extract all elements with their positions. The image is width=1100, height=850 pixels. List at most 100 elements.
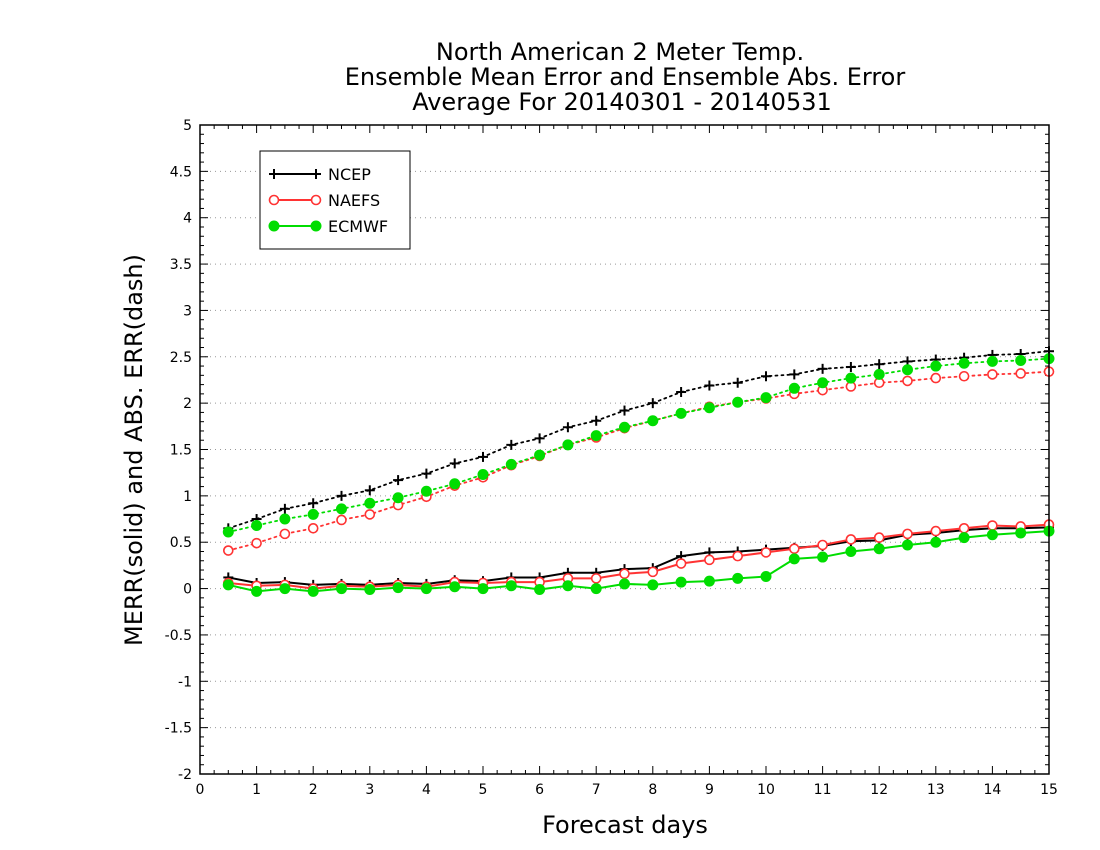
abs-err-point-ecmwf (477, 469, 489, 481)
abs-err-point-ncep (761, 371, 771, 382)
abs-err-point-ncep (421, 468, 432, 479)
merr-point-naefs (590, 573, 602, 584)
abs-err-point-ecmwf (562, 439, 574, 451)
x-tick-label: 11 (814, 782, 832, 798)
merr-line-ncep (228, 526, 1050, 586)
x-axis-label: Forecast days (542, 811, 708, 839)
abs-err-point-naefs (223, 545, 234, 556)
x-tick-label: 6 (535, 782, 544, 798)
y-tick-label: 1 (183, 489, 192, 505)
merr-point-ecmwf (534, 583, 546, 595)
x-tick-label: 4 (422, 782, 431, 798)
abs-err-point-naefs (1015, 368, 1027, 379)
abs-err-point-ecmwf (449, 478, 461, 490)
legend-label-ecmwf: ECMWF (328, 217, 388, 236)
abs-err-point-ncep (845, 361, 856, 372)
x-tick-label: 15 (1040, 782, 1058, 798)
series-naefs (223, 366, 1055, 594)
x-tick-label: 3 (365, 782, 374, 798)
abs-err-point-ecmwf (958, 357, 970, 369)
merr-point-ecmwf (251, 585, 263, 597)
merr-point-ecmwf (336, 583, 347, 595)
abs-err-point-ncep (704, 380, 715, 391)
merr-point-naefs (958, 523, 970, 534)
plot-frame (199, 124, 1050, 775)
y-tick-label: 0.5 (170, 535, 192, 551)
merr-point-ecmwf (619, 578, 630, 590)
x-tick-label: 10 (757, 782, 775, 798)
merr-point-ecmwf (420, 583, 432, 595)
abs-err-point-naefs (279, 528, 291, 540)
merr-point-ecmwf (958, 532, 970, 544)
abs-err-point-ecmwf (788, 382, 800, 394)
abs-err-point-ecmwf (902, 364, 913, 376)
abs-err-point-ecmwf (1015, 354, 1027, 366)
legend: NCEP NAEFS ECMWF (259, 150, 411, 250)
merr-line-ecmwf (228, 530, 1050, 593)
abs-err-point-ncep (817, 363, 828, 374)
legend-marker-naefs (310, 194, 322, 206)
abs-err-point-ecmwf (279, 513, 291, 525)
y-tick-label: 3 (183, 303, 192, 319)
merr-point-naefs (788, 543, 800, 555)
merr-point-ecmwf (902, 539, 913, 551)
merr-point-ecmwf (703, 575, 715, 587)
abs-err-point-ecmwf (845, 372, 857, 384)
merr-point-ecmwf (817, 551, 829, 563)
abs-err-point-ecmwf (222, 526, 234, 538)
merr-point-ecmwf (279, 583, 291, 595)
abs-err-point-naefs (958, 370, 970, 382)
merr-point-ecmwf (788, 553, 800, 565)
merr-point-naefs (732, 550, 744, 562)
abs-err-point-ecmwf (307, 508, 319, 520)
y-tick-label: -1.5 (165, 721, 192, 737)
y-tick-label: 3.5 (170, 257, 192, 273)
grid (200, 170, 1049, 729)
legend-item-ecmwf: ECMWF (268, 217, 388, 236)
abs-err-point-ecmwf (590, 430, 602, 442)
y-tick-label: 1.5 (170, 443, 192, 459)
legend-marker-ncep (311, 169, 321, 179)
x-tick-label: 0 (196, 782, 205, 798)
legend-label-ncep: NCEP (328, 165, 371, 184)
y-tick-label: -0.5 (165, 628, 192, 644)
x-tick-label: 13 (927, 782, 945, 798)
x-tick-label: 7 (592, 782, 601, 798)
x-tick-label: 1 (252, 782, 261, 798)
merr-point-ecmwf (392, 582, 404, 594)
abs-err-point-naefs (364, 509, 376, 520)
abs-err-point-ncep (279, 503, 290, 514)
abs-err-point-ecmwf (675, 407, 687, 419)
abs-err-point-ecmwf (760, 392, 772, 404)
merr-point-ecmwf (732, 572, 744, 584)
merr-point-ecmwf (364, 583, 376, 595)
merr-point-ecmwf (1015, 527, 1027, 539)
x-tick-label: 8 (648, 782, 657, 798)
merr-point-naefs (902, 528, 913, 540)
merr-point-naefs (930, 525, 942, 537)
merr-point-ecmwf (477, 583, 489, 595)
abs-err-point-ncep (506, 439, 517, 450)
y-tick-label: 2 (183, 396, 192, 412)
merr-point-ecmwf (873, 543, 885, 555)
y-tick-label: 4.5 (170, 164, 192, 180)
abs-err-point-ncep (449, 458, 460, 469)
title-line-1: North American 2 Meter Temp. (436, 38, 804, 66)
abs-err-point-ncep (874, 359, 885, 370)
abs-err-point-ecmwf (251, 520, 263, 532)
abs-err-point-ecmwf (534, 449, 546, 461)
merr-point-ecmwf (845, 545, 857, 557)
x-tick-label: 2 (309, 782, 318, 798)
abs-err-point-ncep (336, 490, 347, 501)
abs-err-point-ecmwf (364, 497, 376, 509)
y-axis-label: MERR(solid) and ABS. ERR(dash) (120, 254, 148, 646)
abs-err-point-ncep (676, 387, 687, 398)
abs-err-point-ecmwf (336, 503, 347, 515)
abs-err-point-naefs (336, 514, 347, 526)
merr-point-ecmwf (647, 579, 659, 591)
y-tick-label: -1 (178, 674, 192, 690)
series-ncep (223, 346, 1054, 590)
abs-err-point-ncep (393, 475, 404, 486)
abs-err-line-ecmwf (227, 357, 1050, 533)
